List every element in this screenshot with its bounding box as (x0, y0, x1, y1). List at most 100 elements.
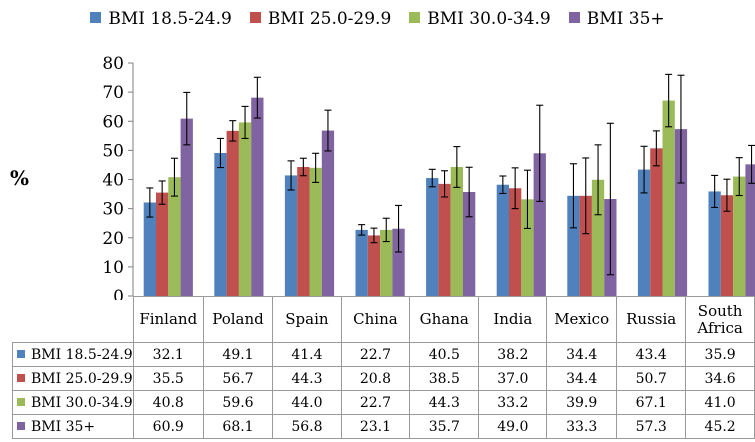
data-label-0-4: 40.5 (409, 342, 480, 367)
bar-7-0 (637, 169, 651, 296)
data-label-0-0: 32.1 (132, 342, 204, 367)
data-label-3-1: 68.1 (202, 414, 274, 439)
bar-5-1 (509, 188, 522, 296)
category-label-8: South Africa (685, 296, 755, 343)
category-label-6: Mexico (546, 296, 618, 343)
bar-6-0 (567, 195, 580, 296)
error-bar-2-3 (324, 109, 332, 152)
data-label-0-2: 41.4 (272, 342, 342, 367)
bar-5-2 (521, 199, 534, 296)
legend-item-3: BMI 35+ (568, 9, 665, 29)
bar-1-0 (214, 153, 227, 296)
y-tick-label-5: 50 (102, 141, 124, 161)
bar-4-0 (426, 178, 439, 296)
error-bar-7-2 (665, 73, 673, 128)
legend-swatch-0 (90, 12, 102, 23)
data-label-3-5: 49.0 (478, 414, 548, 439)
error-bar-2-2 (312, 152, 320, 183)
data-label-2-2: 44.0 (272, 390, 342, 415)
category-label-7: Russia (616, 296, 687, 343)
table-row-1: BMI 25.0-29.9 35.5 56.7 44.3 20.8 38.5 37.0 34.… (12, 366, 755, 391)
data-label-2-0: 40.8 (132, 390, 204, 415)
error-bar-1-0 (216, 137, 224, 169)
row-label-0: BMI 18.5-24.9 (12, 342, 134, 367)
y-tick-label-1: 10 (102, 258, 124, 278)
table-corner (12, 296, 134, 343)
data-label-0-7: 43.4 (616, 342, 687, 367)
error-bar-7-1 (652, 130, 660, 167)
data-label-3-8: 45.2 (685, 414, 755, 439)
error-bar-5-1 (511, 167, 519, 210)
y-tick-label-0: 0 (113, 287, 124, 300)
row-label-text-1: BMI 25.0-29.9 (31, 370, 133, 387)
bar-4-3 (463, 192, 476, 296)
category-label-0: Finland (132, 296, 204, 343)
legend-label-0: BMI 18.5-24.9 (108, 9, 232, 29)
error-bar-5-3 (536, 104, 544, 202)
legend-item-0: BMI 18.5-24.9 (90, 9, 232, 29)
bar-4-1 (438, 183, 451, 296)
error-bar-5-0 (499, 175, 507, 195)
row-swatch-3 (17, 421, 25, 430)
data-label-3-2: 56.8 (272, 414, 342, 439)
error-bar-3-0 (358, 224, 366, 236)
data-label-1-1: 56.7 (202, 366, 274, 391)
data-label-0-8: 35.9 (685, 342, 755, 367)
data-label-1-6: 34.4 (546, 366, 618, 391)
data-label-3-3: 23.1 (340, 414, 411, 439)
bar-2-1 (297, 166, 310, 296)
data-label-1-7: 50.7 (616, 366, 687, 391)
data-label-3-4: 35.7 (409, 414, 480, 439)
bar-0-2 (168, 177, 181, 296)
error-bar-3-2 (382, 217, 390, 243)
bar-0-0 (143, 202, 156, 296)
row-label-text-3: BMI 35+ (31, 418, 96, 435)
data-label-0-1: 49.1 (202, 342, 274, 367)
y-tick-label-7: 70 (102, 83, 124, 103)
bar-2-0 (284, 175, 298, 296)
data-label-2-5: 33.2 (478, 390, 548, 415)
y-axis-label: % (10, 166, 30, 190)
bar-7-3 (674, 129, 688, 296)
legend-swatch-1 (249, 12, 261, 23)
row-label-text-2: BMI 30.0-34.9 (31, 394, 133, 411)
data-label-1-5: 37.0 (478, 366, 548, 391)
error-bar-4-3 (465, 166, 473, 218)
data-label-2-1: 59.6 (202, 390, 274, 415)
error-bar-2-0 (287, 160, 295, 191)
y-tick-label-8: 80 (102, 54, 124, 74)
data-label-2-8: 41.0 (685, 390, 755, 415)
bar-0-1 (156, 192, 169, 296)
row-swatch-2 (17, 397, 25, 406)
bar-3-3 (392, 228, 405, 296)
row-label-text-0: BMI 18.5-24.9 (31, 346, 133, 363)
bar-1-3 (251, 97, 264, 296)
row-label-2: BMI 30.0-34.9 (12, 390, 134, 415)
y-tick-label-4: 40 (102, 171, 124, 191)
data-label-1-2: 44.3 (272, 366, 342, 391)
error-bar-2-1 (299, 157, 307, 177)
error-bar-3-1 (370, 227, 378, 244)
category-label-4: Ghana (409, 296, 480, 343)
error-bar-4-0 (428, 168, 436, 188)
bar-5-3 (533, 153, 546, 296)
y-tick-label-3: 30 (102, 200, 124, 220)
bar-8-1 (720, 195, 734, 296)
bmi-bar-chart: 0 10 20 30 40 50 60 70 80 (102, 54, 755, 300)
table-row-2: BMI 30.0-34.9 40.8 59.6 44.0 22.7 44.3 33.2 39.… (12, 390, 755, 415)
bar-5-0 (496, 184, 509, 296)
bar-4-2 (450, 166, 463, 296)
data-label-2-6: 39.9 (546, 390, 618, 415)
error-bar-0-2 (170, 157, 178, 197)
error-bar-8-3 (748, 144, 755, 184)
legend-item-1: BMI 25.0-29.9 (249, 9, 392, 29)
error-bar-7-0 (640, 145, 648, 194)
error-bar-6-3 (606, 122, 614, 276)
legend-label-1: BMI 25.0-29.9 (267, 9, 392, 29)
error-bar-8-2 (735, 157, 743, 197)
error-bar-8-1 (723, 178, 731, 212)
row-label-1: BMI 25.0-29.9 (12, 366, 134, 391)
data-label-2-4: 44.3 (409, 390, 480, 415)
table-row-3: BMI 35+ 60.9 68.1 56.8 23.1 35.7 49.0 33.3 57.3 4… (12, 414, 755, 439)
data-label-2-3: 22.7 (340, 390, 411, 415)
